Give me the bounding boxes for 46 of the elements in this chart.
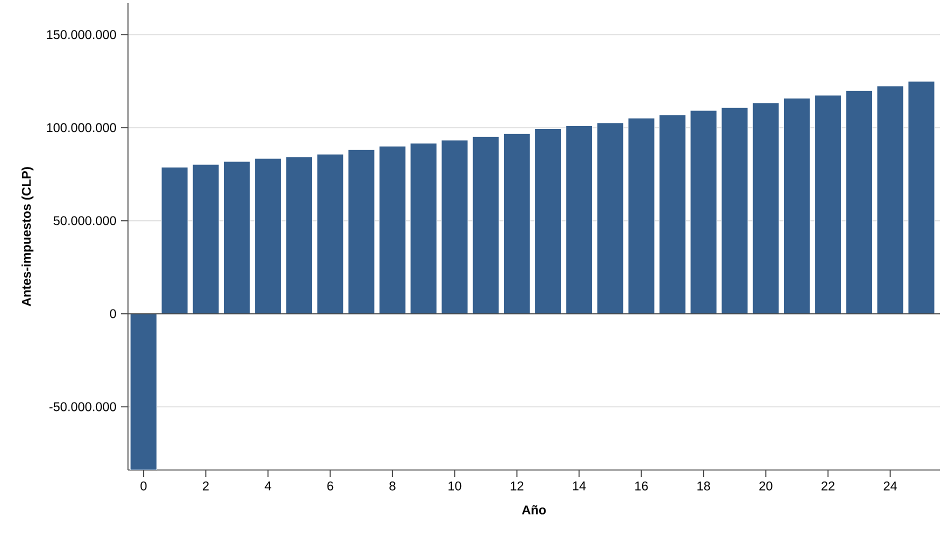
x-axis-title: Año [522,505,546,514]
bar [472,136,500,314]
x-tick-label: 12 [510,481,524,490]
bar [348,149,375,314]
y-tick-label: 0 [110,309,116,318]
x-tick-label: 4 [264,481,272,490]
x-tick-label: 0 [140,481,147,490]
bar [783,98,810,314]
y-tick-label: 50.000.000 [54,216,116,226]
bar [192,164,220,314]
bar [690,110,718,314]
bar [410,143,438,314]
y-tick-label: 150.000.000 [47,30,116,40]
bar [566,126,593,314]
y-tick-label: 100.000.000 [47,123,116,132]
x-tick-label: 24 [884,481,897,490]
y-axis-title: Antes-impuestos (CLP) [22,167,34,306]
bar [534,128,562,314]
x-tick-label: 22 [822,481,834,490]
bar [721,107,748,314]
bar [628,118,655,314]
bar [503,133,530,314]
bar [908,81,935,314]
x-tick-label: 16 [635,481,648,490]
x-tick-label: 8 [389,481,396,490]
bar [254,158,282,314]
bar [658,114,686,314]
x-tick-label: 2 [202,481,209,490]
x-tick-label: 6 [327,481,334,490]
x-tick-label: 18 [697,481,710,490]
x-tick-label: 20 [759,481,772,490]
x-tick-label: 10 [448,481,462,490]
bar [130,313,158,470]
bar [223,161,250,314]
bar [441,140,468,314]
bar [378,146,406,314]
bar [846,90,873,314]
bar [752,102,780,314]
x-tick-label: 14 [573,481,586,490]
bar [161,167,188,314]
bar [316,154,344,314]
bar [286,156,313,314]
bar [596,122,624,314]
bar [814,95,842,314]
y-tick-label: -50.000.000 [49,402,116,412]
bar [876,86,904,314]
